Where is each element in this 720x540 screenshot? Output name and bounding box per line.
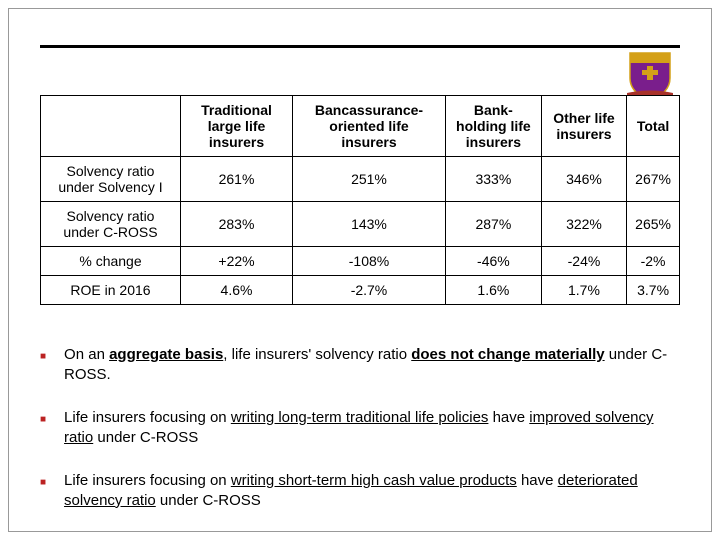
cell: 143%: [293, 202, 446, 247]
cell: 261%: [181, 157, 293, 202]
bullet-text: Life insurers focusing on writing long-t…: [64, 408, 680, 447]
cell: 251%: [293, 157, 446, 202]
cell: -2%: [627, 247, 680, 276]
cell: 1.6%: [445, 276, 541, 305]
col-header-bancassurance: Bancassurance-oriented life insurers: [293, 96, 446, 157]
bullet-text: Life insurers focusing on writing short-…: [64, 471, 680, 510]
cell: -2.7%: [293, 276, 446, 305]
bullet-list: ■ On an aggregate basis, life insurers' …: [40, 345, 680, 534]
col-header-empty: [41, 96, 181, 157]
table-row: Solvency ratio under Solvency I 261% 251…: [41, 157, 680, 202]
cell: 287%: [445, 202, 541, 247]
cell: 265%: [627, 202, 680, 247]
row-label: Solvency ratio under Solvency I: [41, 157, 181, 202]
col-header-bankholding: Bank-holding life insurers: [445, 96, 541, 157]
col-header-other: Other life insurers: [541, 96, 626, 157]
cell: 283%: [181, 202, 293, 247]
header-rule: [40, 45, 680, 48]
col-header-traditional: Traditional large life insurers: [181, 96, 293, 157]
bullet-marker-icon: ■: [40, 413, 46, 426]
bullet-marker-icon: ■: [40, 350, 46, 363]
cell: 4.6%: [181, 276, 293, 305]
cell: +22%: [181, 247, 293, 276]
cell: 1.7%: [541, 276, 626, 305]
row-label: Solvency ratio under C-ROSS: [41, 202, 181, 247]
row-label: ROE in 2016: [41, 276, 181, 305]
cell: 3.7%: [627, 276, 680, 305]
cell: 346%: [541, 157, 626, 202]
bullet-item: ■ Life insurers focusing on writing long…: [40, 408, 680, 447]
table-row: Solvency ratio under C-ROSS 283% 143% 28…: [41, 202, 680, 247]
cell: 322%: [541, 202, 626, 247]
cell: -24%: [541, 247, 626, 276]
table-header-row: Traditional large life insurers Bancassu…: [41, 96, 680, 157]
bullet-marker-icon: ■: [40, 476, 46, 489]
cell: -108%: [293, 247, 446, 276]
bullet-item: ■ Life insurers focusing on writing shor…: [40, 471, 680, 510]
row-label: % change: [41, 247, 181, 276]
cell: 333%: [445, 157, 541, 202]
cell: -46%: [445, 247, 541, 276]
table-row: ROE in 2016 4.6% -2.7% 1.6% 1.7% 3.7%: [41, 276, 680, 305]
solvency-table: Traditional large life insurers Bancassu…: [40, 95, 680, 305]
bullet-item: ■ On an aggregate basis, life insurers' …: [40, 345, 680, 384]
col-header-total: Total: [627, 96, 680, 157]
cell: 267%: [627, 157, 680, 202]
bullet-text: On an aggregate basis, life insurers' so…: [64, 345, 680, 384]
table-row: % change +22% -108% -46% -24% -2%: [41, 247, 680, 276]
